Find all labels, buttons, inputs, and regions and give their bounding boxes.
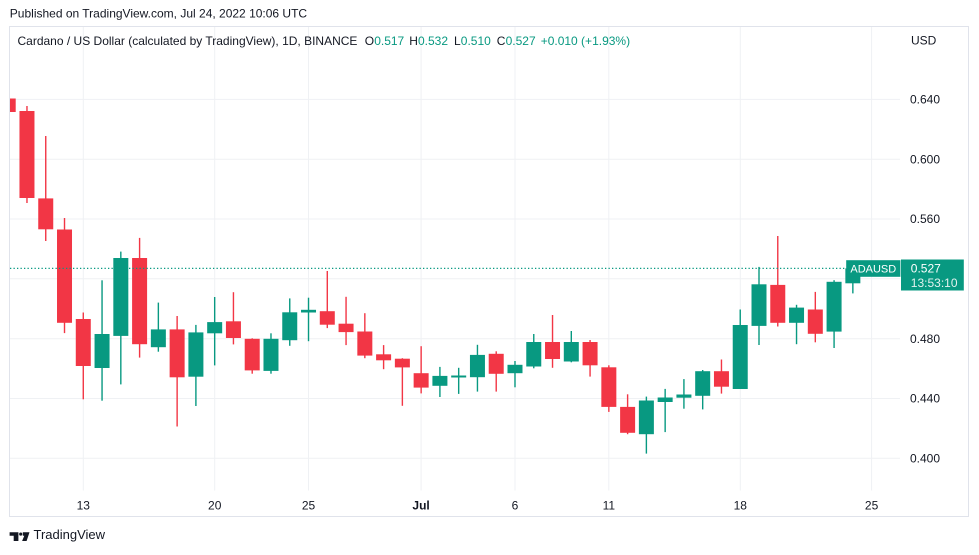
svg-text:C: C [497,34,506,48]
svg-text:O: O [365,34,374,48]
svg-text:20: 20 [208,498,222,512]
svg-text:0.640: 0.640 [910,93,940,107]
svg-text:Cardano / US Dollar (calculate: Cardano / US Dollar (calculated by Tradi… [18,34,358,48]
svg-text:H: H [409,34,418,48]
svg-text:0.532: 0.532 [418,34,448,48]
svg-text:13: 13 [77,498,91,512]
svg-text:ADAUSD: ADAUSD [850,264,896,276]
svg-text:0.440: 0.440 [910,392,940,406]
svg-text:11: 11 [603,498,616,512]
svg-text:USD: USD [911,34,937,48]
svg-text:0.527: 0.527 [911,262,941,276]
svg-text:6: 6 [512,498,519,512]
svg-text:L: L [454,34,461,48]
svg-text:TradingView: TradingView [34,527,106,542]
svg-text:0.517: 0.517 [374,34,404,48]
svg-text:0.480: 0.480 [910,332,940,346]
svg-text:0.510: 0.510 [461,34,491,48]
svg-text:Published on TradingView.com,: Published on TradingView.com, Jul 24, 20… [10,7,308,21]
svg-text:+0.010 (+1.93%): +0.010 (+1.93%) [541,34,630,48]
svg-text:18: 18 [734,498,748,512]
svg-text:0.527: 0.527 [506,34,536,48]
svg-text:Jul: Jul [412,498,429,512]
svg-text:0.400: 0.400 [910,452,940,466]
svg-text:25: 25 [302,498,316,512]
svg-text:0.560: 0.560 [910,212,940,226]
svg-text:0.600: 0.600 [910,152,940,166]
svg-text:13:53:10: 13:53:10 [911,276,958,290]
svg-text:25: 25 [865,498,879,512]
